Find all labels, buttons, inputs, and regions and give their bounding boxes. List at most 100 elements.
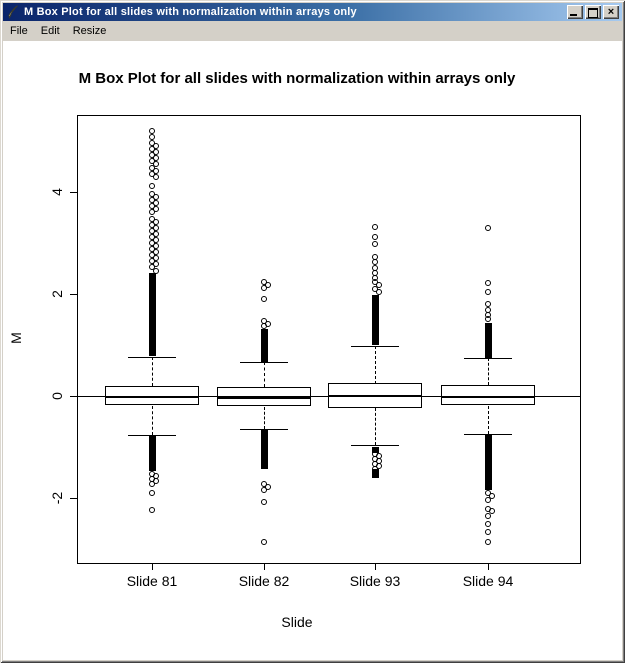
median-line <box>442 396 534 398</box>
outlier-point <box>372 241 378 247</box>
menu-item-file[interactable]: File <box>10 25 28 37</box>
lower-whisker-line <box>375 408 376 445</box>
outlier-point <box>485 521 491 527</box>
close-icon[interactable]: × <box>603 5 619 19</box>
dense-outlier-column <box>261 329 268 363</box>
outlier-point <box>149 209 155 215</box>
minimize-icon <box>570 14 577 16</box>
outlier-point <box>485 289 491 295</box>
x-tick-label: Slide 93 <box>349 573 401 589</box>
outlier-point <box>153 268 159 274</box>
x-tick-label: Slide 81 <box>126 573 178 589</box>
x-axis-tick <box>375 563 376 570</box>
outlier-point <box>149 264 155 270</box>
lower-whisker-line <box>152 406 153 435</box>
y-tick-label: -2 <box>49 491 65 505</box>
upper-whisker-cap <box>351 346 399 347</box>
outlier-point <box>261 499 267 505</box>
outlier-point <box>149 481 155 487</box>
y-axis-tick <box>70 192 77 193</box>
outlier-point <box>149 128 155 134</box>
menu-bar: File Edit Resize <box>3 21 622 41</box>
menu-item-edit[interactable]: Edit <box>40 25 60 37</box>
feather-quill-icon[interactable] <box>6 5 20 19</box>
outlier-point <box>372 234 378 240</box>
plot-client-area: M Box Plot for all slides with normaliza… <box>3 41 622 660</box>
maximize-button[interactable] <box>585 5 601 19</box>
y-tick-label: 0 <box>49 392 65 400</box>
outlier-point <box>261 323 267 329</box>
window-title: M Box Plot for all slides with normaliza… <box>24 6 357 18</box>
median-line <box>329 395 421 397</box>
y-axis-tick <box>70 294 77 295</box>
x-tick-label: Slide 82 <box>238 573 290 589</box>
outlier-point <box>485 513 491 519</box>
dense-outlier-column <box>261 430 268 469</box>
lower-whisker-cap <box>240 429 288 430</box>
x-tick-label: Slide 94 <box>462 573 514 589</box>
outlier-point <box>149 183 155 189</box>
x-axis-label: Slide <box>281 614 313 630</box>
upper-whisker-line <box>264 362 265 387</box>
window-controls: × <box>567 5 619 19</box>
upper-whisker-cap <box>128 357 176 358</box>
dense-outlier-column <box>149 435 156 471</box>
upper-whisker-line <box>488 358 489 385</box>
y-tick-label: 2 <box>49 290 65 298</box>
outlier-point <box>261 539 267 545</box>
outlier-point <box>149 134 155 140</box>
median-line <box>218 397 310 399</box>
dense-outlier-column <box>149 273 156 356</box>
plot-frame <box>77 115 581 564</box>
minimize-button[interactable] <box>567 5 583 19</box>
upper-whisker-cap <box>464 358 512 359</box>
outlier-point <box>149 507 155 513</box>
menu-item-resize[interactable]: Resize <box>72 25 107 37</box>
dense-outlier-column <box>485 323 492 358</box>
y-axis-label: M <box>8 332 24 344</box>
outlier-point <box>376 289 382 295</box>
lower-whisker-cap <box>351 445 399 446</box>
outlier-point <box>485 529 491 535</box>
outlier-point <box>372 259 378 265</box>
outlier-point <box>485 301 491 307</box>
outlier-point <box>489 493 495 499</box>
outlier-point <box>153 174 159 180</box>
dense-outlier-column <box>372 295 379 345</box>
outlier-point <box>372 466 378 472</box>
lower-whisker-line <box>264 407 265 429</box>
box-iqr <box>441 385 535 405</box>
lower-whisker-line <box>488 406 489 434</box>
x-axis-tick <box>488 563 489 570</box>
dense-outlier-column <box>372 469 379 478</box>
box-iqr <box>217 387 311 406</box>
box-iqr <box>328 383 422 408</box>
y-axis-tick <box>70 498 77 499</box>
outlier-point <box>485 497 491 503</box>
dense-outlier-column <box>485 434 492 490</box>
outlier-point <box>485 280 491 286</box>
outlier-point <box>153 161 159 167</box>
x-axis-tick <box>152 563 153 570</box>
outlier-point <box>149 490 155 496</box>
box-iqr <box>105 386 199 405</box>
outlier-point <box>376 282 382 288</box>
upper-whisker-line <box>375 346 376 384</box>
outlier-point <box>261 285 267 291</box>
plot-title: M Box Plot for all slides with normaliza… <box>78 70 516 87</box>
title-bar[interactable]: M Box Plot for all slides with normaliza… <box>3 3 622 21</box>
median-line <box>106 396 198 398</box>
dense-outlier-column <box>372 447 379 453</box>
y-tick-label: 4 <box>49 188 65 196</box>
maximize-icon <box>588 8 598 18</box>
outlier-point <box>485 316 491 322</box>
outlier-point <box>372 224 378 230</box>
x-axis-tick <box>264 563 265 570</box>
upper-whisker-line <box>152 357 153 386</box>
outlier-point <box>261 296 267 302</box>
outlier-point <box>485 225 491 231</box>
outlier-point <box>261 487 267 493</box>
outlier-point <box>485 539 491 545</box>
outlier-point <box>489 508 495 514</box>
